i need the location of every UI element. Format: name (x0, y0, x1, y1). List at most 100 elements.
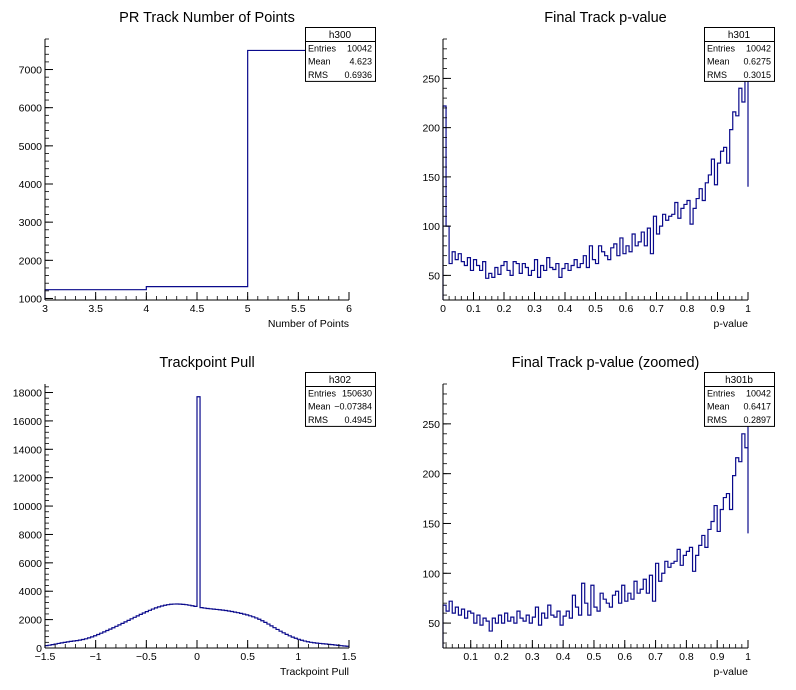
histogram-series (44, 49, 349, 300)
stats-name: h300 (329, 30, 352, 41)
y-tick-label: 150 (422, 172, 440, 184)
stats-value: 0.4945 (344, 415, 372, 425)
x-tick-label: 0.8 (679, 651, 694, 663)
x-tick-label: 3 (42, 303, 48, 315)
y-tick-label: 6000 (19, 103, 43, 115)
y-tick-label: 18000 (13, 388, 42, 400)
x-tick-label: 0.5 (588, 303, 603, 315)
stats-value: 0.2897 (743, 415, 771, 425)
y-tick-label: 5000 (19, 141, 43, 153)
x-tick-label: 0.5 (240, 651, 255, 663)
chart-title: Final Track p-value (zoomed) (512, 355, 700, 371)
y-tick-label: 4000 (19, 586, 43, 598)
stats-label: Mean (308, 57, 331, 67)
histogram-series (442, 54, 749, 300)
stats-value: 0.6936 (344, 70, 372, 80)
pad-pr-track-points: PR Track Number of Points 3 3.5 4 4.5 5 5.5 6 10… (19, 10, 376, 330)
x-tick-label: 0.2 (494, 651, 509, 663)
stats-box-frame (305, 372, 376, 427)
pad-final-track-pvalue: Final Track p-value 0 0.1 0.2 0.3 0.4 0.5 0.6 0.… (422, 10, 775, 330)
x-tick-label: 0.6 (619, 303, 634, 315)
x-tick-label: −1.5 (35, 651, 56, 663)
chart-title: Final Track p-value (544, 10, 667, 26)
stats-box: h302 Entries 150630 Mean −0.07384 RMS 0.4945 (305, 372, 376, 427)
stats-value: 10042 (746, 388, 771, 398)
stats-box: h301 Entries 10042 Mean 0.6275 RMS 0.3015 (704, 27, 775, 82)
y-tick-label: 250 (422, 73, 440, 85)
stats-label: Entries (707, 43, 736, 53)
stats-label: RMS (707, 415, 727, 425)
stats-value: 0.6275 (743, 57, 771, 67)
y-tick-label: 50 (428, 618, 440, 630)
y-tick-label: 100 (422, 221, 440, 233)
x-tick-label: 6 (346, 303, 352, 315)
stats-box-frame (704, 372, 775, 427)
x-tick-label: 0.4 (558, 303, 573, 315)
x-tick-label: 0.2 (497, 303, 512, 315)
x-tick-label: 1 (745, 303, 751, 315)
y-tick-label: 6000 (19, 558, 43, 570)
y-tick-label: 2000 (19, 255, 43, 267)
stats-value: −0.07384 (334, 402, 372, 412)
x-tick-label: −1 (90, 651, 102, 663)
pad-final-track-pvalue-zoomed: Final Track p-value (zoomed) 0.1 0.2 0.3 0.4… (422, 355, 775, 678)
stats-value: 4.623 (349, 57, 372, 67)
y-tick-label: 2000 (19, 615, 43, 627)
x-tick-label: 0 (194, 651, 200, 663)
y-tick-label: 12000 (13, 473, 42, 485)
stats-label: RMS (707, 70, 727, 80)
stats-label: Mean (308, 402, 331, 412)
stats-label: Entries (707, 388, 736, 398)
y-tick-label: 150 (422, 518, 440, 530)
x-tick-label: 0 (440, 303, 446, 315)
x-tick-label: 0.3 (527, 303, 542, 315)
y-tick-label: 50 (428, 270, 440, 282)
x-tick-label: 0.1 (466, 303, 481, 315)
stats-name: h302 (329, 375, 352, 386)
x-tick-label: 5 (245, 303, 251, 315)
x-axis-title: Number of Points (268, 318, 349, 330)
stats-value: 0.3015 (743, 70, 771, 80)
stats-value: 0.6417 (743, 402, 771, 412)
pad-trackpoint-pull: Trackpoint Pull −1.5 −1 −0.5 0 0.5 1 1.5 0 2000 40… (13, 355, 376, 678)
stats-box-frame (704, 27, 775, 82)
stats-value: 10042 (347, 43, 372, 53)
y-tick-label: 1000 (19, 293, 43, 305)
x-tick-label: 1.5 (342, 651, 357, 663)
x-tick-label: 1 (295, 651, 301, 663)
stats-label: RMS (308, 70, 328, 80)
y-tick-label: 200 (422, 469, 440, 481)
y-tick-label: 8000 (19, 529, 43, 541)
stats-label: Entries (308, 43, 337, 53)
y-tick-label: 3000 (19, 217, 43, 229)
x-tick-label: 0.6 (617, 651, 632, 663)
x-tick-label: 0.9 (710, 651, 725, 663)
histogram-series (44, 396, 349, 648)
x-tick-label: 0.8 (680, 303, 695, 315)
y-tick-label: 250 (422, 419, 440, 431)
x-axis-title: p-value (714, 318, 749, 330)
y-tick-label: 200 (422, 123, 440, 135)
x-tick-label: 0.5 (587, 651, 602, 663)
stats-label: Entries (308, 388, 337, 398)
stats-box: h300 Entries 10042 Mean 4.623 RMS 0.6936 (305, 27, 376, 82)
x-tick-label: 0.1 (463, 651, 478, 663)
x-tick-label: 4 (143, 303, 149, 315)
x-tick-label: 0.3 (525, 651, 540, 663)
x-tick-label: 1 (745, 651, 751, 663)
stats-box: h301b Entries 10042 Mean 0.6417 RMS 0.2897 (704, 372, 775, 427)
y-tick-label: 4000 (19, 179, 43, 191)
stats-name: h301b (725, 375, 753, 386)
histogram-series (442, 399, 749, 648)
stats-label: Mean (707, 402, 730, 412)
x-tick-label: 3.5 (88, 303, 103, 315)
x-axis-title: Trackpoint Pull (280, 666, 349, 678)
stats-label: RMS (308, 415, 328, 425)
stats-box-frame (305, 27, 376, 82)
y-tick-label: 7000 (19, 65, 43, 77)
y-tick-label: 14000 (13, 444, 42, 456)
x-tick-label: 0.7 (649, 303, 664, 315)
x-tick-label: 4.5 (190, 303, 205, 315)
x-tick-label: 0.9 (710, 303, 725, 315)
